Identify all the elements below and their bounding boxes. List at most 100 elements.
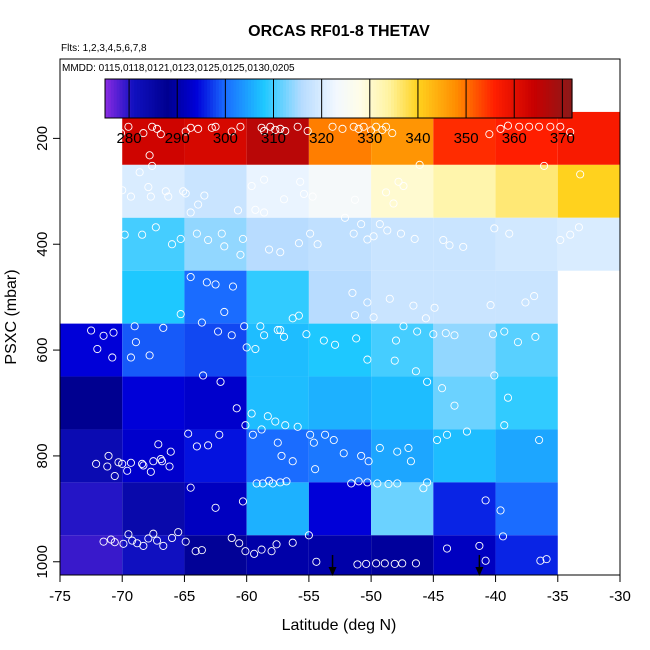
colorbar-tick-label: 320 <box>309 130 334 147</box>
data-point <box>126 192 135 201</box>
heatmap-cell <box>184 217 247 271</box>
data-point <box>396 229 406 238</box>
data-point <box>220 307 229 317</box>
heatmap-cell <box>184 164 247 218</box>
heatmap-cell <box>495 429 558 483</box>
data-point <box>409 301 418 310</box>
colorbar-segment <box>262 79 267 118</box>
colorbar-segment <box>248 79 252 118</box>
colorbar-segment <box>423 79 427 118</box>
data-point <box>404 443 413 453</box>
heatmap-cell <box>371 217 434 271</box>
colorbar-segment <box>221 79 226 118</box>
colorbar-segment <box>283 79 287 118</box>
data-point <box>260 126 269 136</box>
colorbar-segment <box>183 79 188 118</box>
heatmap-cell <box>433 535 496 575</box>
data-point <box>257 425 266 434</box>
data-point <box>176 310 185 319</box>
data-point <box>211 280 220 289</box>
colorbar-segment <box>414 79 418 118</box>
colorbar-segment <box>265 79 270 118</box>
heatmap-cell <box>495 535 558 575</box>
arrow-markers <box>328 555 484 576</box>
data-point <box>240 322 249 331</box>
data-point <box>120 230 129 239</box>
data-point <box>176 234 185 243</box>
x-tick-label: -75 <box>49 588 71 605</box>
data-point <box>459 242 468 251</box>
colorbar-segment <box>335 79 340 118</box>
colorbar-segment <box>268 79 272 118</box>
heatmap-cell <box>495 323 558 377</box>
data-point <box>211 122 220 131</box>
data-point <box>306 229 315 238</box>
heatmap-cell <box>184 111 247 165</box>
data-point <box>181 537 190 546</box>
heatmap-cell <box>495 217 558 271</box>
colorbar-segment <box>350 79 354 118</box>
x-tick-label: -30 <box>609 588 631 605</box>
data-point <box>138 230 147 239</box>
data-point <box>339 449 348 458</box>
data-point <box>164 192 173 201</box>
data-point <box>308 192 317 201</box>
heatmap-cell <box>60 376 123 430</box>
data-point <box>204 441 213 450</box>
data-point <box>411 559 420 568</box>
data-point <box>542 555 551 564</box>
heatmap-cell <box>495 164 558 218</box>
data-point <box>381 122 391 131</box>
heatmap-cell <box>433 217 496 271</box>
colorbar-segment <box>475 79 480 118</box>
data-point <box>500 327 509 336</box>
heatmap-cell <box>495 270 558 324</box>
colorbar-segment <box>131 79 135 118</box>
colorbar-segment <box>119 79 124 118</box>
data-point <box>145 351 154 360</box>
colorbar-segment <box>160 79 164 118</box>
data-point <box>139 461 148 470</box>
heatmap-cell <box>308 482 372 536</box>
data-point <box>184 429 193 438</box>
data-point <box>299 189 308 199</box>
data-point <box>423 478 432 487</box>
heatmap-cell <box>308 164 372 218</box>
x-axis-label: Latitude (deg N) <box>282 617 397 634</box>
data-point <box>490 371 499 380</box>
data-point <box>354 124 363 133</box>
data-point <box>352 334 361 343</box>
colorbar-segment <box>501 79 506 118</box>
colorbar-segment <box>472 79 477 118</box>
x-tick-label: -65 <box>174 588 196 605</box>
data-point <box>281 421 290 430</box>
data-point <box>391 336 401 345</box>
data-point <box>247 409 256 418</box>
data-point <box>216 377 225 386</box>
data-point <box>148 161 157 170</box>
heatmap-cell <box>246 111 309 165</box>
data-point <box>383 226 392 235</box>
colorbar-segment <box>285 79 290 118</box>
colorbar-segment <box>230 79 235 118</box>
data-point <box>179 187 188 196</box>
colorbar-segment <box>417 79 421 118</box>
data-point <box>536 556 545 565</box>
colorbar-segment <box>391 79 395 118</box>
data-point <box>413 327 422 336</box>
colorbar-segment <box>315 79 319 118</box>
heatmap-cell <box>495 376 558 430</box>
heatmap-cell <box>60 429 123 483</box>
data-point <box>498 532 508 541</box>
data-point <box>276 124 285 133</box>
heatmap-cell <box>433 111 496 165</box>
data-point <box>273 325 282 335</box>
data-point <box>181 189 190 198</box>
down-arrow-marker <box>475 555 484 576</box>
data-point <box>186 208 195 217</box>
data-point <box>503 121 513 130</box>
colorbar-segment <box>332 79 337 118</box>
data-point <box>250 549 259 558</box>
colorbar-segment <box>105 79 109 118</box>
